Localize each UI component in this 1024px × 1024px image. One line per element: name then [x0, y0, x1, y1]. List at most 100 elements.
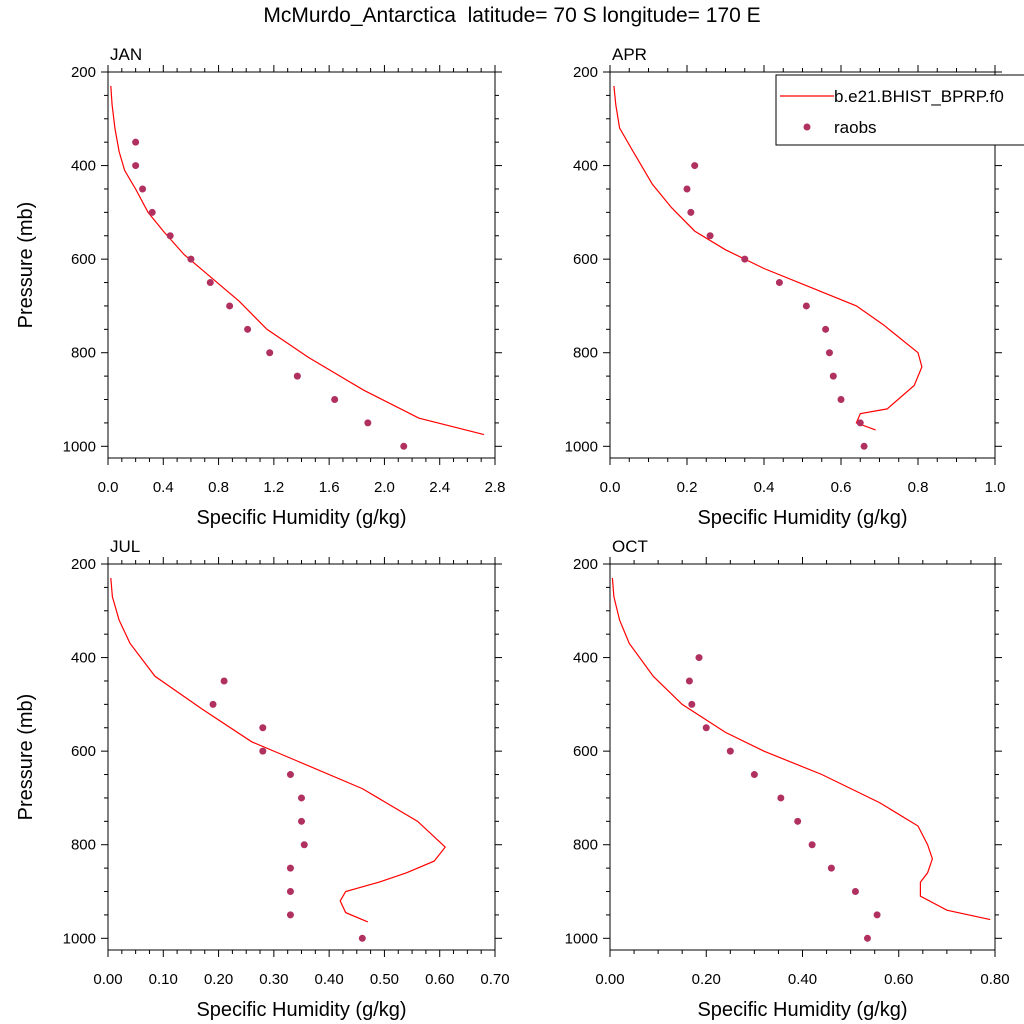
- obs-point: [685, 677, 693, 685]
- y-tick-label: 1000: [565, 930, 598, 947]
- y-tick-label: 800: [573, 345, 598, 362]
- obs-point: [187, 255, 195, 263]
- y-tick-label: 800: [573, 837, 598, 854]
- y-tick-label: 400: [71, 650, 96, 667]
- x-tick-label: 0.20: [692, 971, 721, 988]
- y-tick-label: 400: [71, 158, 96, 175]
- x-tick-label: 0.40: [788, 971, 817, 988]
- obs-point: [259, 724, 267, 732]
- obs-point: [286, 771, 294, 779]
- x-tick-label: 2.0: [374, 479, 395, 496]
- plot-frame: [107, 563, 496, 951]
- y-tick-label: 600: [71, 251, 96, 268]
- obs-point: [226, 302, 234, 310]
- obs-point: [695, 654, 703, 662]
- obs-point: [691, 162, 699, 170]
- x-axis-label: Specific Humidity (g/kg): [196, 507, 406, 529]
- obs-point: [132, 162, 140, 170]
- obs-point: [206, 279, 214, 287]
- x-tick-label: 0.4: [754, 479, 775, 496]
- y-tick-label: 400: [573, 158, 598, 175]
- y-tick-label: 1000: [565, 438, 598, 455]
- obs-point: [286, 911, 294, 919]
- obs-point: [856, 419, 864, 427]
- panel-jan: 0.0 0.4 0.8 1.2 1.6 2.0 2.4 2.8 200 400 600 800 1000…: [15, 45, 505, 529]
- obs-point: [687, 208, 695, 216]
- obs-point: [777, 794, 785, 802]
- obs-point: [220, 677, 228, 685]
- y-tick-label: 200: [71, 64, 96, 81]
- obs-point: [139, 185, 147, 193]
- obs-point: [851, 888, 859, 896]
- panel-oct: 0.00 0.20 0.40 0.60 0.80 200 400 600 800 1000 OCT S…: [565, 537, 1010, 1021]
- obs-point: [825, 349, 833, 357]
- obs-point: [209, 700, 217, 708]
- y-tick-label: 200: [573, 64, 598, 81]
- obs-point: [331, 396, 339, 404]
- x-tick-label: 0.30: [259, 971, 288, 988]
- obs-point: [286, 864, 294, 872]
- obs-point: [293, 372, 301, 380]
- x-tick-label: 0.0: [98, 479, 119, 496]
- y-tick-label: 200: [71, 556, 96, 573]
- obs-point: [358, 934, 366, 942]
- y-tick-label: 200: [573, 556, 598, 573]
- x-tick-label: 0.60: [884, 971, 913, 988]
- obs-point: [829, 372, 837, 380]
- panel-apr: 0.0 0.2 0.4 0.6 0.8 1.0 200 400 600 800 1000 APR Spe…: [565, 45, 1024, 529]
- x-tick-label: 0.70: [480, 971, 509, 988]
- x-tick-label: 2.4: [429, 479, 450, 496]
- obs-point: [726, 747, 734, 755]
- plot-frame: [609, 563, 996, 951]
- obs-point: [827, 864, 835, 872]
- x-tick-label: 0.10: [149, 971, 178, 988]
- obs-point: [750, 771, 758, 779]
- obs-point: [741, 255, 749, 263]
- legend-marker-swatch: [803, 123, 811, 131]
- x-tick-label: 0.20: [204, 971, 233, 988]
- y-tick-label: 600: [71, 743, 96, 760]
- obs-point: [706, 232, 714, 240]
- panel-jul: 0.00 0.10 0.20 0.30 0.40 0.50 0.60 0.70 200 400 60…: [15, 537, 510, 1021]
- obs-point: [775, 279, 783, 287]
- y-tick-label: 400: [573, 650, 598, 667]
- x-axis-label: Specific Humidity (g/kg): [697, 999, 907, 1021]
- x-axis-label: Specific Humidity (g/kg): [196, 999, 406, 1021]
- obs-point: [364, 419, 372, 427]
- x-tick-label: 2.8: [485, 479, 506, 496]
- obs-point: [702, 724, 710, 732]
- legend-obs-label: raobs: [834, 118, 877, 137]
- x-tick-label: 0.6: [831, 479, 852, 496]
- obs-point: [148, 208, 156, 216]
- obs-point: [822, 325, 830, 333]
- model-line: [110, 85, 485, 436]
- panel-label: OCT: [612, 537, 648, 556]
- obs-point: [837, 396, 845, 404]
- panel-label: JAN: [110, 45, 142, 64]
- plot-frame: [107, 71, 496, 459]
- obs-point: [244, 325, 252, 333]
- x-tick-label: 0.00: [595, 971, 624, 988]
- model-line: [613, 85, 923, 431]
- x-tick-label: 0.00: [93, 971, 122, 988]
- obs-point: [794, 817, 802, 825]
- obs-point: [808, 841, 816, 849]
- panel-label: APR: [612, 45, 647, 64]
- y-tick-label: 600: [573, 743, 598, 760]
- obs-point: [688, 700, 696, 708]
- obs-point: [863, 934, 871, 942]
- obs-point: [298, 794, 305, 802]
- x-tick-label: 0.0: [600, 479, 621, 496]
- y-tick-label: 600: [573, 251, 598, 268]
- x-tick-label: 0.8: [908, 479, 929, 496]
- model-line: [611, 577, 991, 921]
- obs-point: [298, 817, 305, 825]
- obs-point: [300, 841, 308, 849]
- obs-point: [860, 442, 868, 450]
- panel-label: JUL: [110, 537, 140, 556]
- y-tick-label: 800: [71, 345, 96, 362]
- obs-point: [802, 302, 810, 310]
- x-tick-label: 0.8: [208, 479, 229, 496]
